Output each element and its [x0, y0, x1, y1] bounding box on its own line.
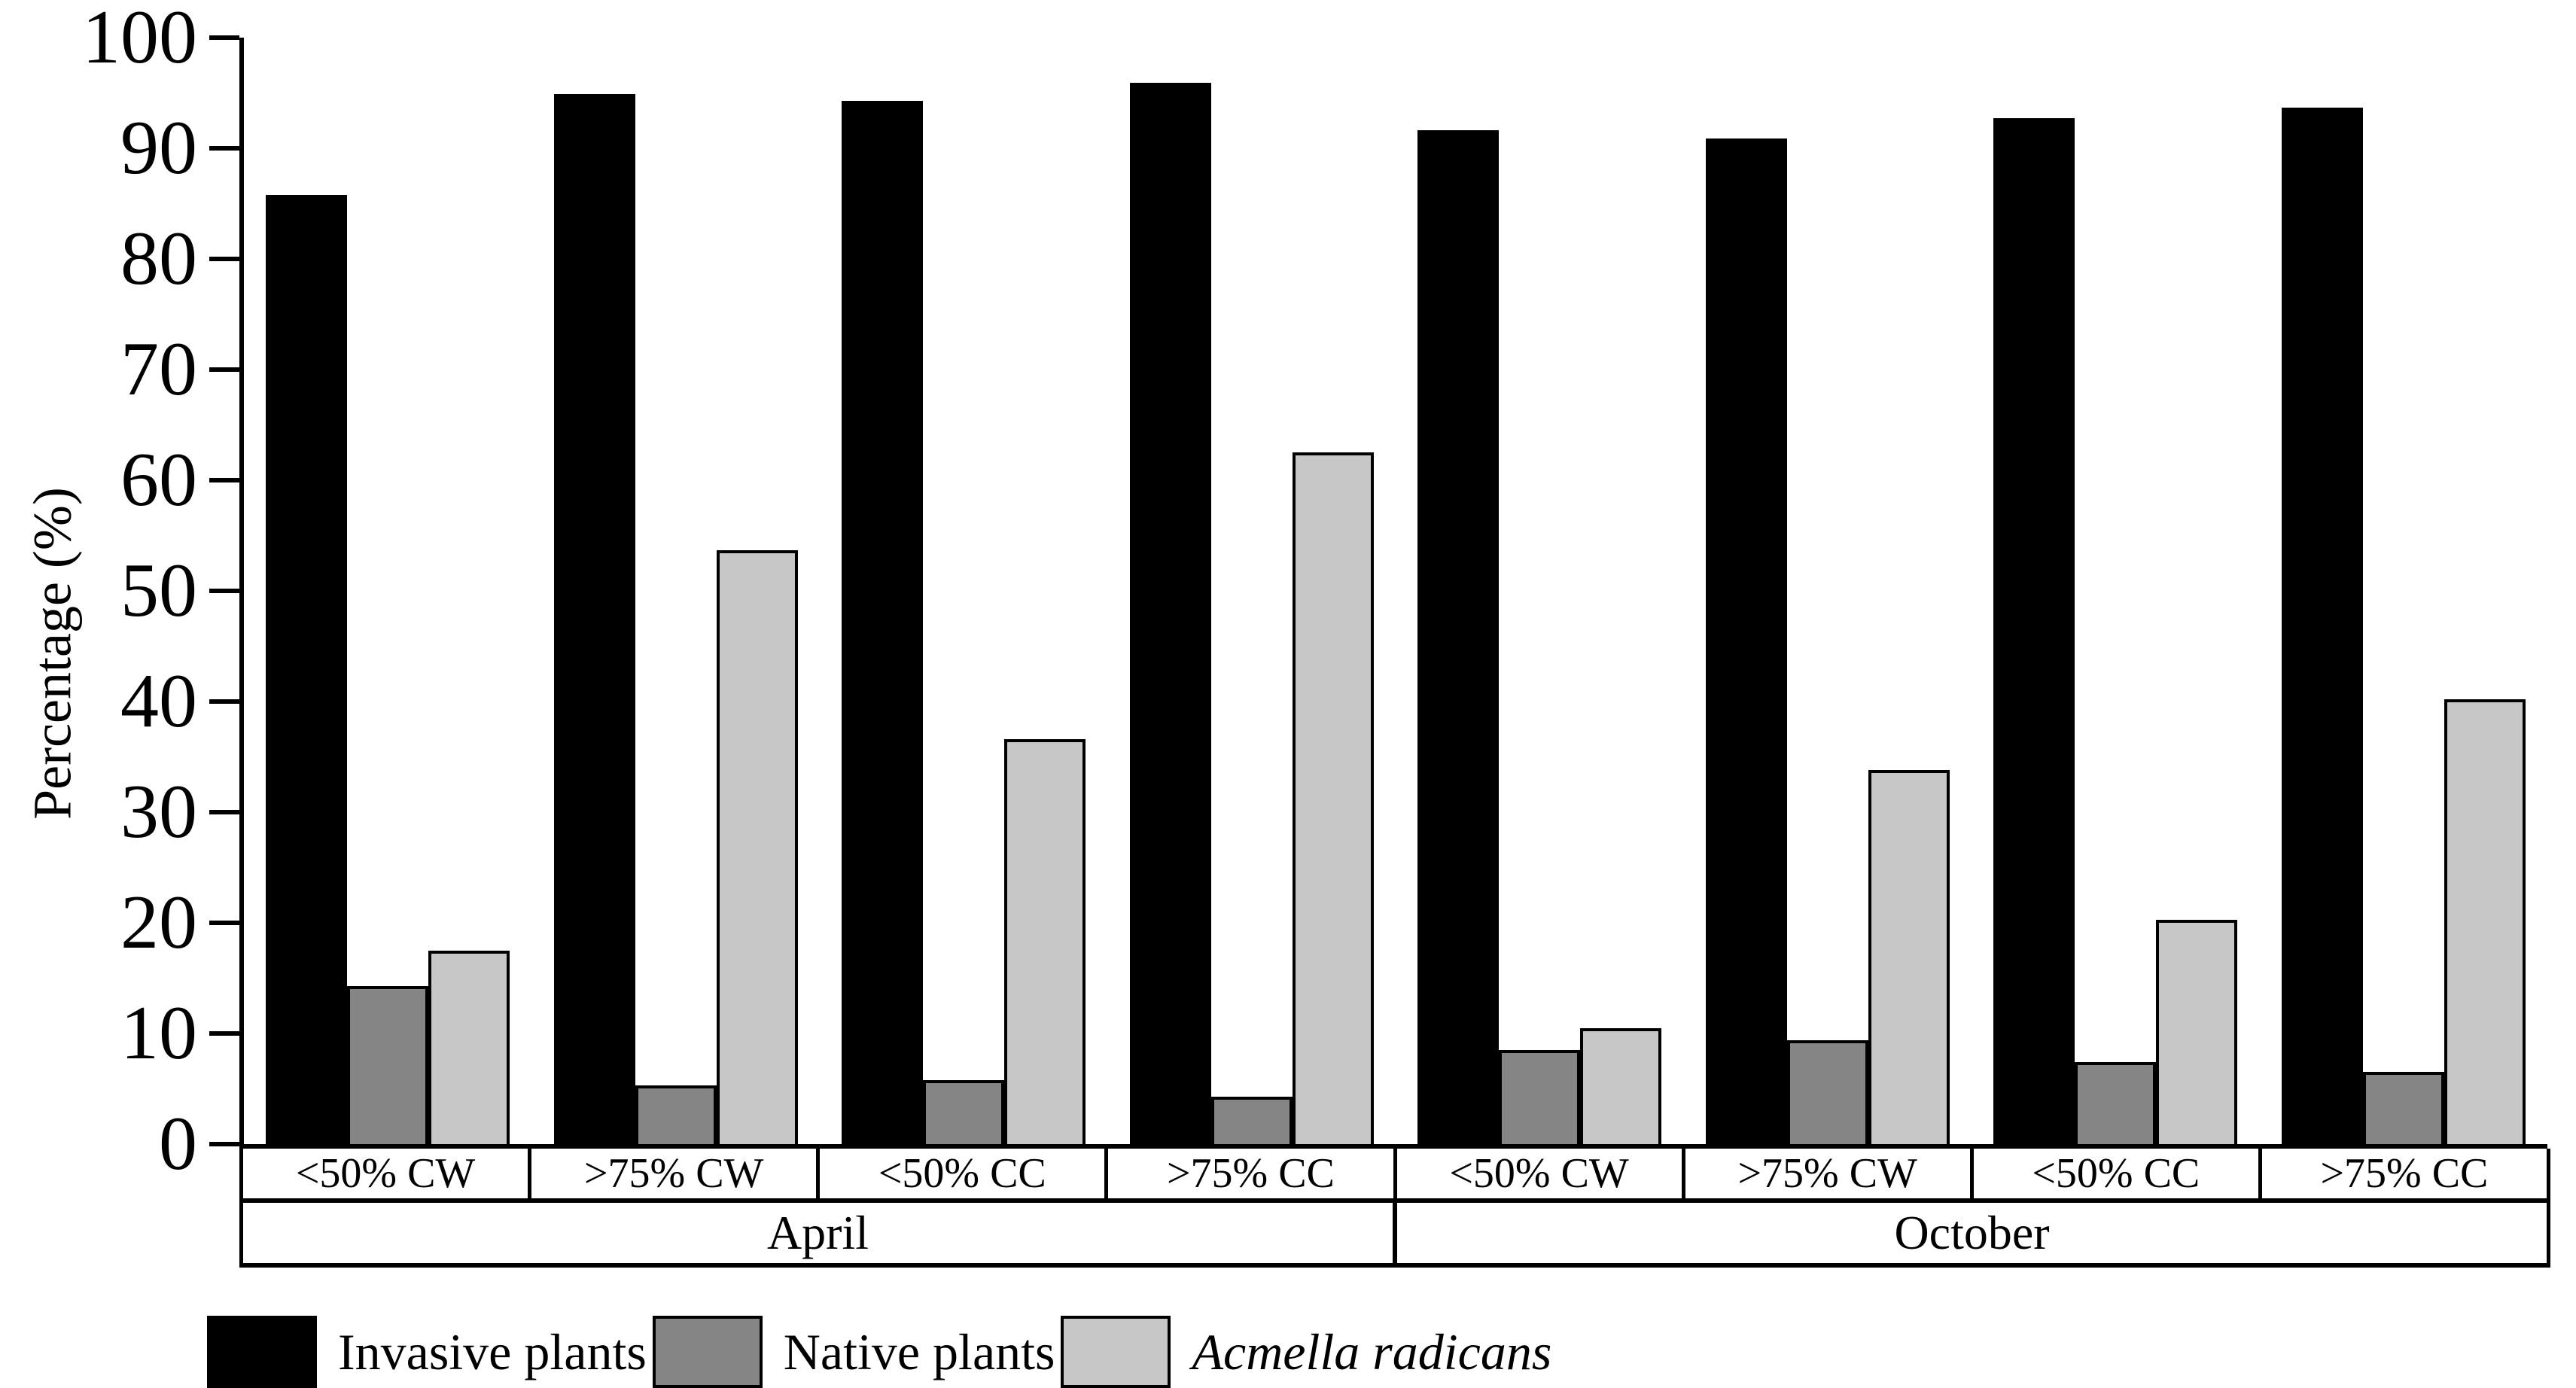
legend-label: Invasive plants [338, 1323, 647, 1380]
bar-group-October <50% CW [1396, 38, 1684, 1144]
bar-group-April >75% CW [532, 38, 821, 1144]
legend-label: Native plants [783, 1323, 1055, 1380]
y-tick-label-100: 100 [82, 0, 197, 80]
month-label-april: April [766, 1206, 869, 1259]
category-label-october->75% CW: >75% CW [1681, 1149, 1970, 1198]
category-label-april->75% CC: >75% CC [1104, 1149, 1393, 1198]
legend-item-acmella-radicans: Acmella radicans [1061, 1316, 1551, 1388]
category-label-april-<50% CW: <50% CW [295, 1150, 476, 1197]
bar-invasive-plants-6 [1705, 138, 1787, 1144]
bar-acmella-radicans-3 [1004, 738, 1086, 1144]
bar-invasive-plants-3 [842, 100, 924, 1144]
category-label-april-<50% CC: <50% CC [816, 1149, 1104, 1198]
legend: Invasive plants Native plants Acmella radi… [207, 1316, 1551, 1388]
bar-invasive-plants-5 [1417, 130, 1500, 1144]
bar-group-April <50% CC [820, 38, 1108, 1144]
legend-label: Acmella radicans [1192, 1323, 1552, 1380]
y-tick-label-10: 10 [120, 991, 197, 1076]
bar-native-plants-5 [1499, 1050, 1581, 1144]
bar-group-October >75% CW [1684, 38, 1972, 1144]
legend-swatch-acmella-radicans [1061, 1316, 1171, 1388]
bar-native-plants-2 [635, 1085, 717, 1144]
y-tick-mark-90 [209, 146, 239, 151]
y-tick-mark-10 [209, 1031, 239, 1036]
y-tick-mark-20 [209, 921, 239, 925]
month-axis-row: April October [239, 1203, 2550, 1268]
bar-acmella-radicans-5 [1580, 1027, 1662, 1144]
legend-swatch-native-plants [652, 1316, 763, 1388]
bar-native-plants-4 [1210, 1096, 1293, 1144]
y-tick-label-20: 20 [120, 880, 197, 965]
category-label-october->75% CC: >75% CC [2258, 1149, 2547, 1198]
category-label-october-<50% CW: <50% CW [1393, 1149, 1682, 1198]
month-label-october: October [1393, 1203, 2547, 1263]
category-label-october-<50% CC: <50% CC [1969, 1149, 2258, 1198]
y-tick-mark-70 [209, 367, 239, 372]
bar-group-October >75% CC [2260, 38, 2548, 1144]
legend-item-invasive-plants: Invasive plants [207, 1316, 647, 1388]
y-tick-label-90: 90 [120, 105, 197, 190]
bar-acmella-radicans-7 [2156, 919, 2238, 1144]
bar-invasive-plants-7 [1993, 118, 2075, 1144]
y-tick-label-0: 0 [159, 1101, 197, 1186]
bar-native-plants-7 [2075, 1062, 2157, 1144]
bar-native-plants-3 [923, 1079, 1005, 1144]
bar-native-plants-1 [347, 985, 429, 1144]
y-tick-label-50: 50 [120, 548, 197, 633]
bar-invasive-plants-8 [2281, 107, 2363, 1144]
bar-native-plants-8 [2362, 1072, 2444, 1144]
y-tick-mark-40 [209, 699, 239, 704]
y-tick-label-60: 60 [120, 437, 197, 522]
y-tick-mark-30 [209, 810, 239, 814]
y-tick-label-30: 30 [120, 769, 197, 854]
category-label-april->75% CW: >75% CW [528, 1149, 816, 1198]
bar-group-October <50% CC [1972, 38, 2260, 1144]
y-tick-label-40: 40 [120, 659, 197, 744]
y-tick-mark-100 [209, 35, 239, 40]
y-tick-label-80: 80 [120, 216, 197, 301]
y-tick-mark-50 [209, 589, 239, 593]
bar-acmella-radicans-2 [716, 549, 798, 1144]
bar-acmella-radicans-8 [2444, 699, 2526, 1144]
bar-acmella-radicans-6 [1868, 770, 1950, 1144]
plot-area: 0 10 20 30 40 50 60 70 80 90 100 [82, 0, 2548, 1183]
bar-native-plants-6 [1786, 1039, 1868, 1144]
bar-invasive-plants-2 [553, 93, 635, 1144]
bar-group-April <50% CW [244, 38, 532, 1144]
y-tick-mark-60 [209, 478, 239, 482]
bar-invasive-plants-1 [266, 194, 348, 1144]
category-axis-row: <50% CW >75% CW <50% CC >75% CC <50% CW >75% … [239, 1149, 2550, 1203]
bar-invasive-plants-4 [1129, 83, 1211, 1144]
bar-acmella-radicans-4 [1292, 452, 1374, 1144]
y-tick-mark-80 [209, 257, 239, 261]
y-tick-label-70: 70 [120, 327, 197, 412]
legend-item-native-plants: Native plants [652, 1316, 1055, 1388]
legend-swatch-invasive-plants [207, 1316, 317, 1388]
bar-group-April >75% CC [1108, 38, 1396, 1144]
y-axis-title: Percentage (%) [22, 487, 83, 820]
y-tick-mark-0 [209, 1142, 239, 1146]
bar-acmella-radicans-1 [428, 950, 510, 1144]
